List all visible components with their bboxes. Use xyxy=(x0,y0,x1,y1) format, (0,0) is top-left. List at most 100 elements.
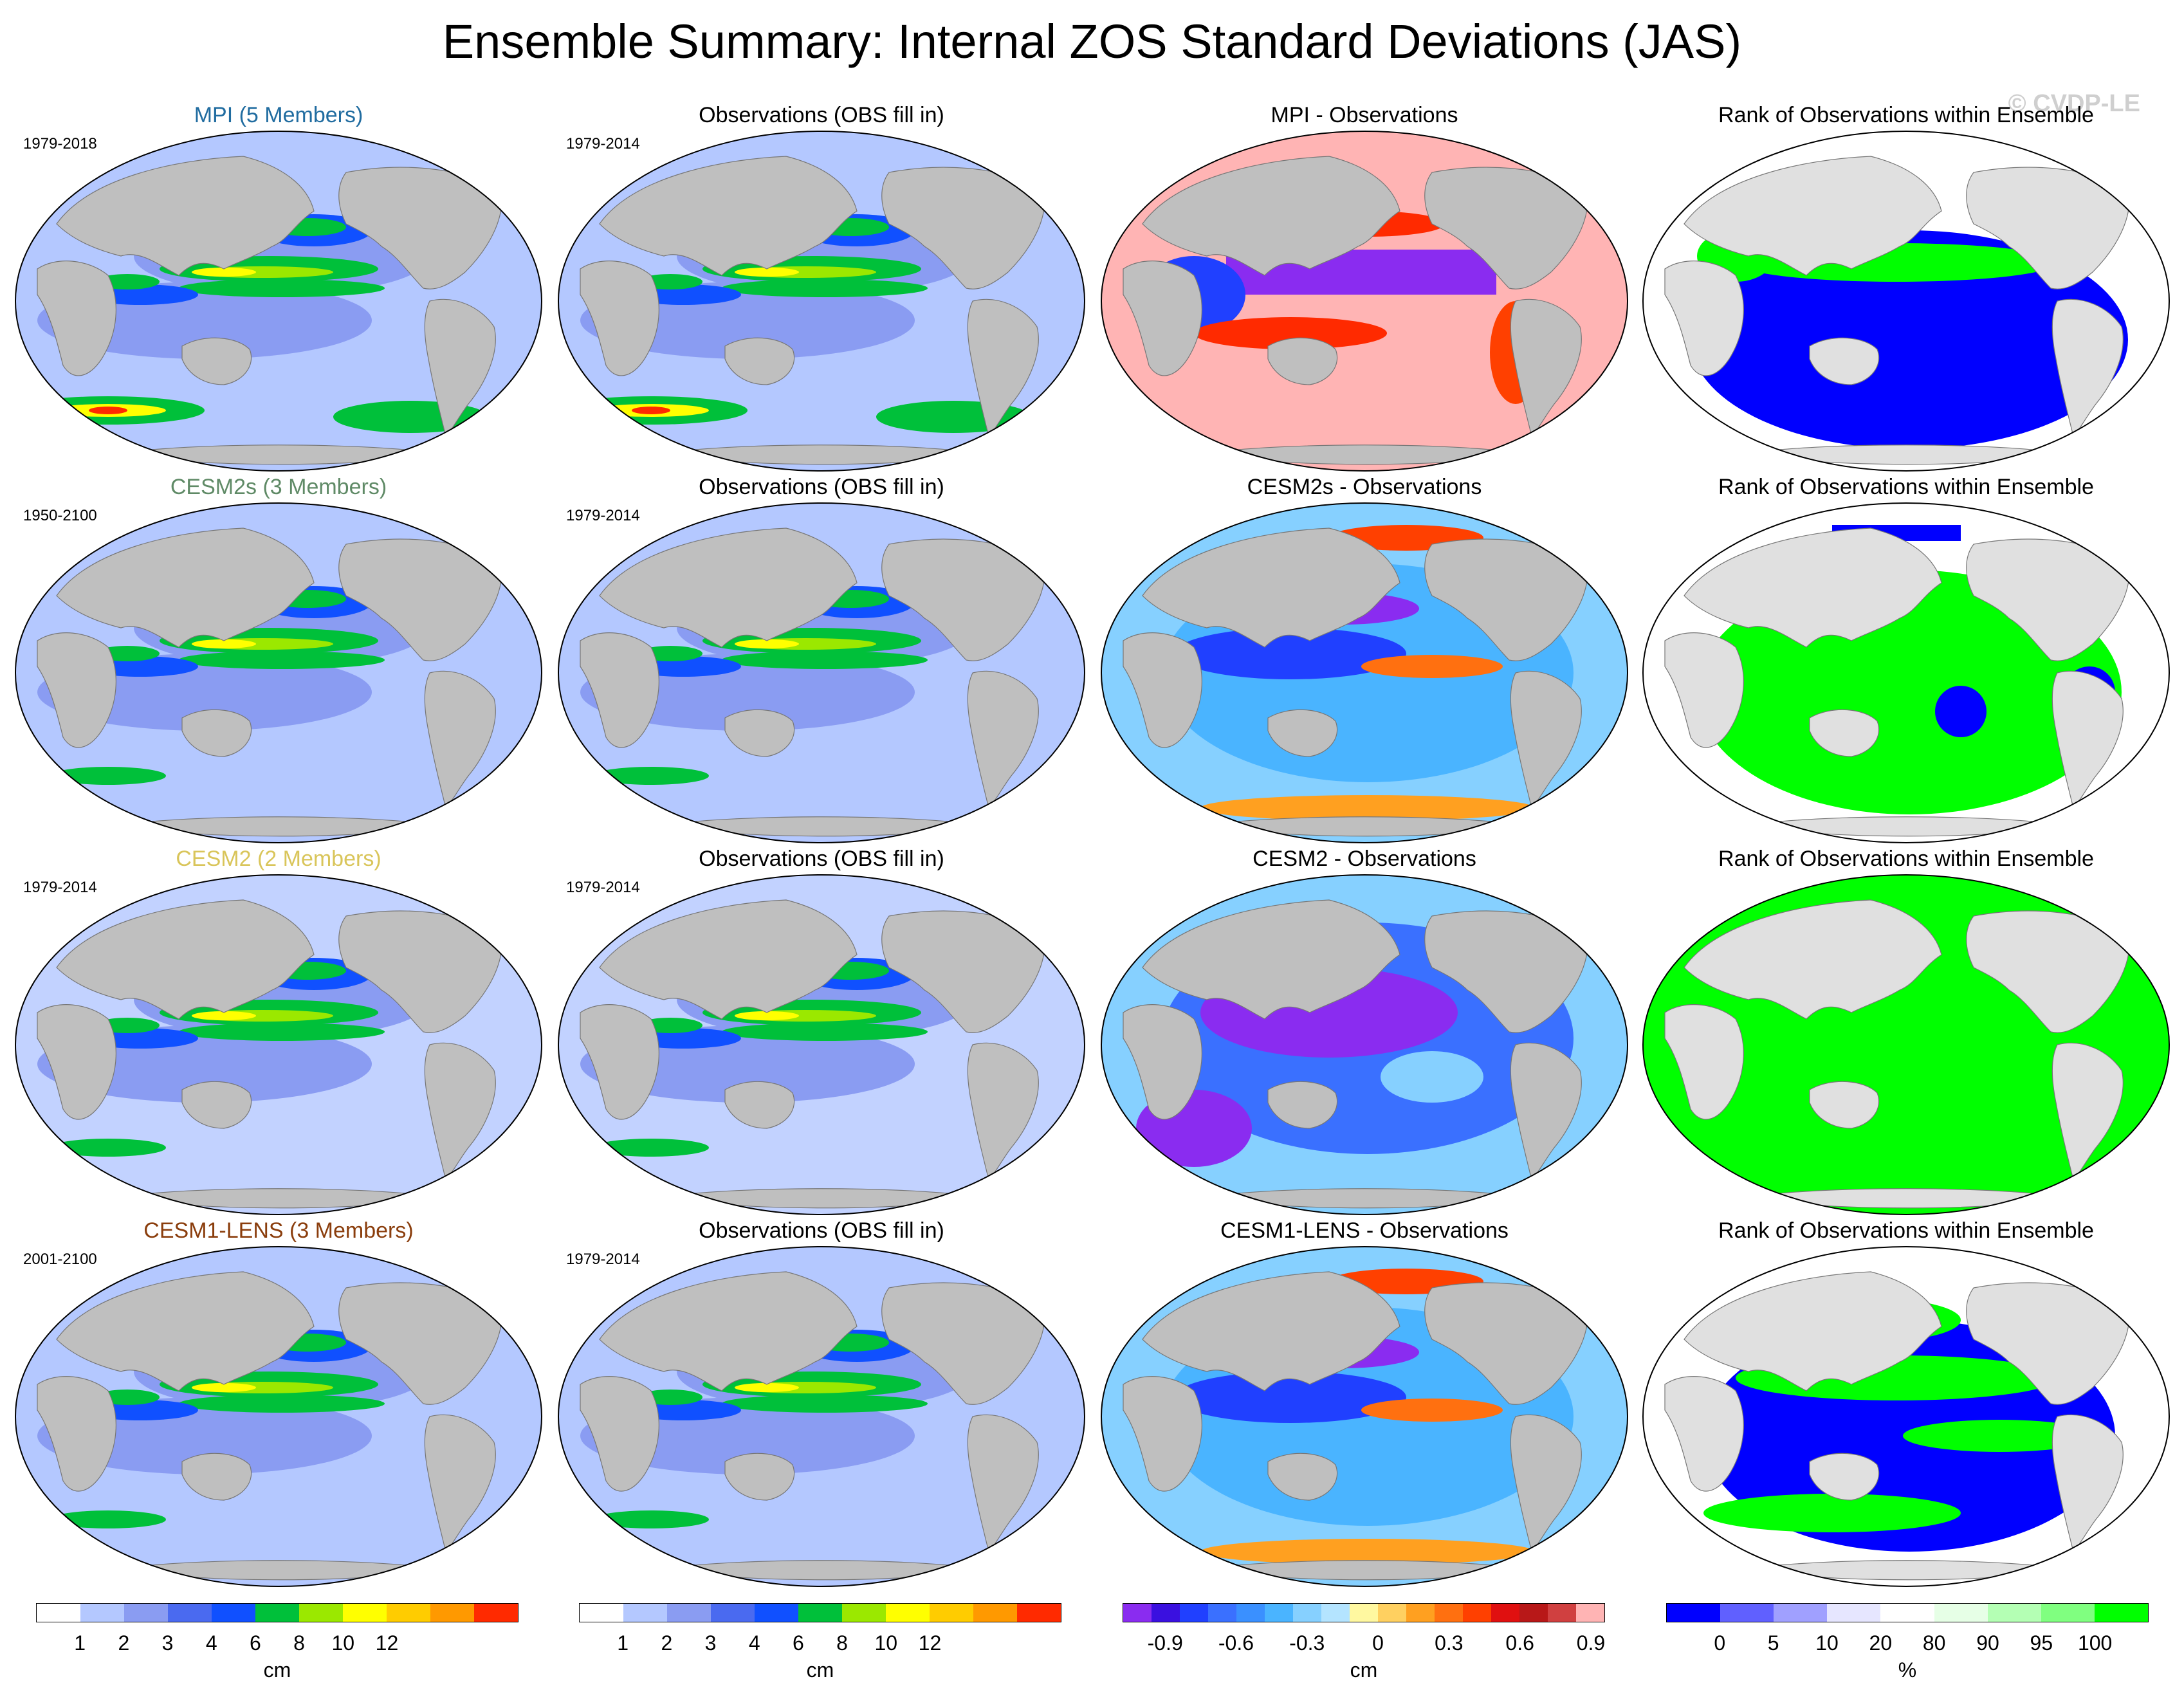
page-title: Ensemble Summary: Internal ZOS Standard … xyxy=(442,15,1742,68)
world-map-model xyxy=(15,1246,542,1587)
panel-obs-row-1: Observations (OBS fill in) 1979-2014 xyxy=(555,103,1088,475)
colorbar-swatch xyxy=(755,1604,798,1622)
colorbar-tick-label: 80 xyxy=(1922,1631,1946,1655)
period-label: 2001-2100 xyxy=(23,1251,97,1268)
world-map-diff xyxy=(1101,1246,1628,1587)
colorbar-swatch xyxy=(1720,1604,1774,1622)
colorbar-swatch xyxy=(1208,1604,1236,1622)
colorbar-swatches xyxy=(36,1603,518,1622)
colorbar-unit: cm xyxy=(263,1658,291,1682)
colorbar-tick-label: 4 xyxy=(205,1631,217,1655)
colorbar-3: -0.9 -0.6 -0.3 0 0.3 0.6 0.9 cm xyxy=(1123,1603,1605,1687)
period-label: 1979-2014 xyxy=(566,879,640,896)
colorbar-tick-label: 5 xyxy=(1767,1631,1779,1655)
colorbar-swatch xyxy=(1987,1604,2041,1622)
colorbar-swatch xyxy=(212,1604,255,1622)
colorbar-tick-label: 3 xyxy=(704,1631,717,1655)
colorbar-swatch xyxy=(1667,1604,1721,1622)
colorbar-swatch xyxy=(124,1604,168,1622)
colorbar-swatch xyxy=(886,1604,930,1622)
panel-rank-row-4: Rank of Observations within Ensemble xyxy=(1639,1218,2173,1590)
panel-title: MPI (5 Members) xyxy=(194,103,363,127)
period-label: 1950-2100 xyxy=(23,507,97,524)
panel-model-row-1: MPI (5 Members) 1979-2018 xyxy=(12,103,546,475)
world-map-obs xyxy=(558,131,1085,472)
colorbar-swatch xyxy=(37,1604,80,1622)
colorbar-swatch xyxy=(1350,1604,1378,1622)
period-label: 1979-2014 xyxy=(566,135,640,152)
colorbar-swatch xyxy=(430,1604,474,1622)
colorbar-tick-label: 4 xyxy=(748,1631,760,1655)
panel-title: Rank of Observations within Ensemble xyxy=(1718,847,2094,871)
colorbar-swatch xyxy=(1463,1604,1491,1622)
colorbar-tick-label: 10 xyxy=(331,1631,355,1655)
period-label: 1979-2014 xyxy=(566,1251,640,1268)
colorbar-tick-label: 0.9 xyxy=(1576,1631,1606,1655)
colorbar-swatch xyxy=(1180,1604,1208,1622)
period-label: 1979-2014 xyxy=(566,507,640,524)
colorbar-tick-label: 6 xyxy=(793,1631,804,1655)
colorbar-tick-label: 2 xyxy=(661,1631,673,1655)
colorbar-tick-label: 100 xyxy=(2077,1631,2113,1655)
colorbar-swatch xyxy=(168,1604,212,1622)
colorbar-tick-label: 0 xyxy=(1714,1631,1726,1655)
colorbar-swatch xyxy=(2094,1604,2148,1622)
panel-title: Observations (OBS fill in) xyxy=(699,1218,944,1243)
panel-obs-row-2: Observations (OBS fill in) 1979-2014 xyxy=(555,475,1088,847)
world-map-obs xyxy=(558,502,1085,843)
colorbar-tick-label: 8 xyxy=(293,1631,305,1655)
colorbar-tick-label: 0.3 xyxy=(1435,1631,1464,1655)
colorbar-1: 1 2 3 4 6 8 10 12 cm xyxy=(36,1603,518,1687)
colorbar-tick-label: 2 xyxy=(118,1631,130,1655)
colorbar-tick-label: -0.9 xyxy=(1147,1631,1183,1655)
panel-diff-row-4: CESM1-LENS - Observations xyxy=(1097,1218,1631,1590)
colorbar-tick-label: 12 xyxy=(918,1631,942,1655)
colorbar-swatch xyxy=(842,1604,886,1622)
colorbar-swatch xyxy=(623,1604,667,1622)
colorbar-tick-label: 90 xyxy=(1976,1631,1999,1655)
colorbar-tick-label: 10 xyxy=(1815,1631,1839,1655)
panel-title: CESM2 - Observations xyxy=(1253,847,1476,871)
watermark: © CVDP-LE xyxy=(2008,90,2140,117)
colorbar-swatch xyxy=(1293,1604,1321,1622)
world-map-rank xyxy=(1642,131,2170,472)
colorbar-tick-label: 0 xyxy=(1372,1631,1384,1655)
panel-obs-row-4: Observations (OBS fill in) 1979-2014 xyxy=(555,1218,1088,1590)
colorbar-swatch xyxy=(1017,1604,1061,1622)
colorbar-tick-label: 95 xyxy=(2030,1631,2053,1655)
colorbar-swatch xyxy=(1378,1604,1406,1622)
colorbar-swatch xyxy=(2041,1604,2095,1622)
panel-rank-row-2: Rank of Observations within Ensemble xyxy=(1639,475,2173,847)
colorbar-swatch xyxy=(1321,1604,1350,1622)
period-label: 1979-2014 xyxy=(23,879,97,896)
colorbar-swatch xyxy=(798,1604,842,1622)
colorbar-swatch xyxy=(1236,1604,1265,1622)
panel-title: CESM1-LENS - Observations xyxy=(1220,1218,1509,1243)
colorbar-swatch xyxy=(1152,1604,1180,1622)
colorbar-tick-label: 12 xyxy=(375,1631,399,1655)
colorbar-swatch xyxy=(255,1604,299,1622)
colorbar-swatch xyxy=(1827,1604,1881,1622)
panel-title: Observations (OBS fill in) xyxy=(699,103,944,127)
colorbar-swatch xyxy=(580,1604,623,1622)
colorbar-swatch xyxy=(1435,1604,1463,1622)
world-map-model xyxy=(15,874,542,1215)
panel-rank-row-3: Rank of Observations within Ensemble xyxy=(1639,847,2173,1218)
colorbar-tick-label: 1 xyxy=(617,1631,629,1655)
colorbar-swatch xyxy=(1880,1604,1934,1622)
colorbar-tick-label: 8 xyxy=(836,1631,848,1655)
colorbar-swatch xyxy=(80,1604,124,1622)
panel-diff-row-2: CESM2s - Observations xyxy=(1097,475,1631,847)
panel-title: CESM2s (3 Members) xyxy=(170,475,387,499)
panel-model-row-4: CESM1-LENS (3 Members) 2001-2100 xyxy=(12,1218,546,1590)
period-label: 1979-2018 xyxy=(23,135,97,152)
panel-rank-row-1: Rank of Observations within Ensemble xyxy=(1639,103,2173,475)
colorbar-swatch xyxy=(1548,1604,1576,1622)
world-map-diff xyxy=(1101,874,1628,1215)
colorbar-swatch xyxy=(1774,1604,1828,1622)
colorbar-swatch xyxy=(343,1604,387,1622)
panel-diff-row-1: MPI - Observations xyxy=(1097,103,1631,475)
colorbar-swatches xyxy=(579,1603,1061,1622)
colorbar-tick-label: 3 xyxy=(161,1631,174,1655)
colorbar-swatch xyxy=(1123,1604,1152,1622)
